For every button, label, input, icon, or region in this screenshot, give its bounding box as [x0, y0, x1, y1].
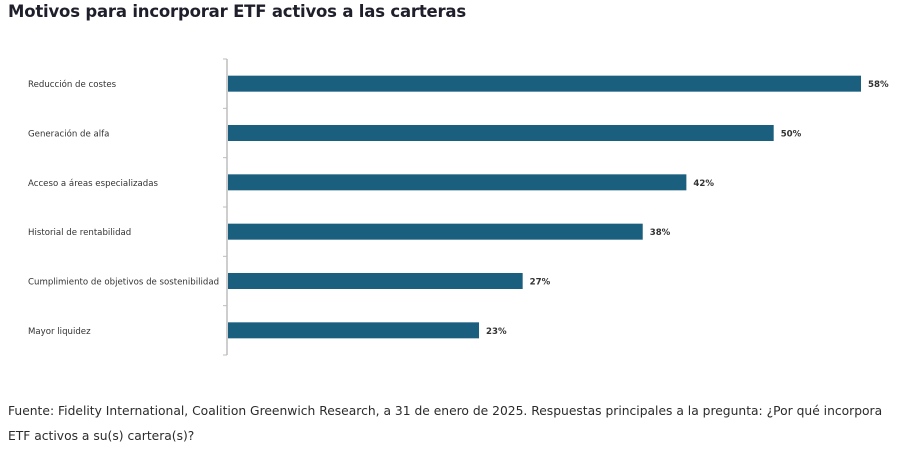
- category-label: Reducción de costes: [28, 79, 117, 90]
- bars: [228, 75, 861, 339]
- value-label: 27%: [530, 278, 551, 288]
- bar: [228, 223, 643, 240]
- bar: [228, 75, 861, 92]
- category-label: Historial de rentabilidad: [28, 228, 131, 238]
- value-label: 38%: [650, 228, 671, 238]
- value-label: 58%: [868, 80, 889, 90]
- category-label: Acceso a áreas especializadas: [28, 179, 158, 189]
- bar: [228, 125, 774, 141]
- bar: [228, 273, 523, 289]
- bar: [228, 322, 480, 339]
- y-axis: [223, 58, 228, 356]
- value-label: 42%: [693, 179, 714, 189]
- value-label: 50%: [781, 130, 802, 140]
- bar-chart: Reducción de costes Generación de alfa Acc…: [28, 58, 889, 356]
- category-label: Mayor liquidez: [28, 327, 91, 337]
- category-labels: Reducción de costes Generación de alfa Acc…: [28, 79, 219, 337]
- value-label: 23%: [486, 327, 507, 337]
- category-label: Cumplimiento de objetivos de sostenibili…: [28, 278, 219, 288]
- category-label: Generación de alfa: [28, 129, 109, 140]
- source-footnote: Fuente: Fidelity International, Coalitio…: [8, 404, 883, 443]
- value-labels: 58% 50% 42% 38% 27% 23%: [486, 80, 889, 337]
- chart-title: Motivos para incorporar ETF activos a la…: [8, 2, 466, 21]
- bar: [228, 174, 687, 191]
